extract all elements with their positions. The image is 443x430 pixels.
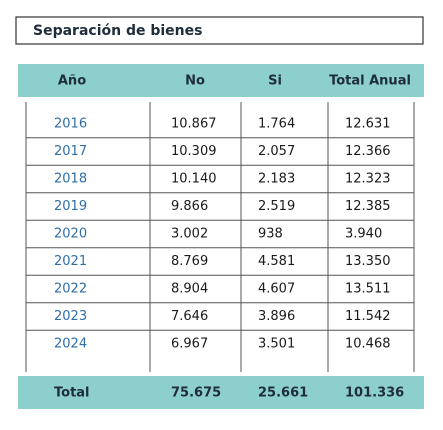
- column-header: Año: [58, 74, 86, 89]
- year-cell: 2020: [54, 227, 87, 242]
- total-band: [18, 376, 424, 409]
- value-cell: 10.309: [171, 144, 217, 159]
- year-cell: 2018: [54, 172, 87, 187]
- column-header: Si: [268, 74, 282, 89]
- value-cell: 10.140: [171, 172, 217, 187]
- header-band: [18, 64, 424, 97]
- year-cell: 2021: [54, 254, 87, 269]
- value-cell: 7.646: [171, 309, 208, 324]
- value-cell: 1.764: [258, 117, 295, 132]
- value-cell: 938: [258, 227, 283, 242]
- value-cell: 9.866: [171, 199, 208, 214]
- value-cell: 13.511: [345, 282, 391, 297]
- total-cell: 25.661: [258, 386, 308, 401]
- value-cell: 12.323: [345, 172, 391, 187]
- value-cell: 4.581: [258, 254, 295, 269]
- total-cell: 101.336: [345, 386, 404, 401]
- value-cell: 2.057: [258, 144, 295, 159]
- column-header: No: [185, 74, 205, 89]
- value-cell: 13.350: [345, 254, 391, 269]
- value-cell: 12.385: [345, 199, 391, 214]
- year-cell: 2024: [54, 337, 87, 352]
- value-cell: 6.967: [171, 337, 208, 352]
- year-cell: 2023: [54, 309, 87, 324]
- column-header: Total Anual: [329, 74, 411, 89]
- value-cell: 2.183: [258, 172, 295, 187]
- value-cell: 2.519: [258, 199, 295, 214]
- year-cell: 2017: [54, 144, 87, 159]
- total-cell: 75.675: [171, 386, 221, 401]
- value-cell: 3.501: [258, 337, 295, 352]
- value-cell: 4.607: [258, 282, 295, 297]
- value-cell: 8.904: [171, 282, 208, 297]
- year-cell: 2022: [54, 282, 87, 297]
- value-cell: 8.769: [171, 254, 208, 269]
- value-cell: 3.002: [171, 227, 208, 242]
- value-cell: 10.867: [171, 117, 217, 132]
- value-cell: 12.366: [345, 144, 391, 159]
- year-cell: 2016: [54, 117, 87, 132]
- value-cell: 12.631: [345, 117, 391, 132]
- title: Separación de bienes: [33, 23, 202, 39]
- title-box: [15, 16, 424, 45]
- value-cell: 3.940: [345, 227, 382, 242]
- total-cell: Total: [54, 386, 90, 401]
- value-cell: 3.896: [258, 309, 295, 324]
- year-cell: 2019: [54, 199, 87, 214]
- value-cell: 11.542: [345, 309, 391, 324]
- value-cell: 10.468: [345, 337, 391, 352]
